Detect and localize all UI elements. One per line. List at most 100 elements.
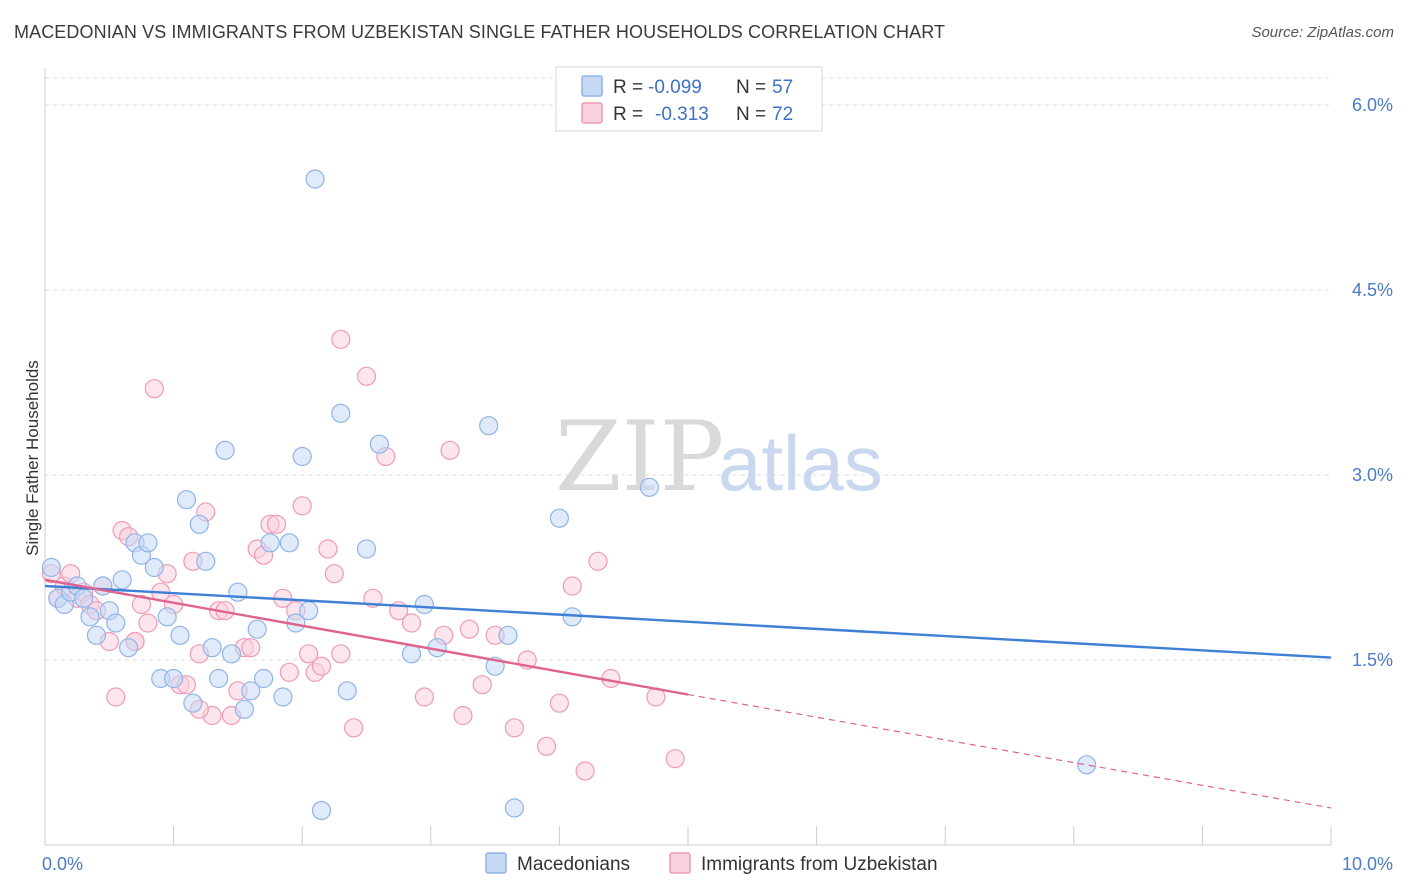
macedonian-point-23 — [189, 514, 209, 534]
bottom-legend: Macedonians Immigrants from Uzbekistan — [485, 852, 938, 875]
macedonian-trend-line — [44, 584, 1332, 659]
chart-title: MACEDONIAN VS IMMIGRANTS FROM UZBEKISTAN… — [14, 22, 946, 42]
uzbekistan-point-40 — [299, 644, 319, 664]
bottom-legend-swatch-uzbekistan — [669, 852, 691, 874]
legend-swatch-macedonians — [581, 75, 603, 97]
macedonian-point-25 — [202, 638, 222, 658]
uzbekistan-point-52 — [414, 687, 434, 707]
uzbekistan-point-54 — [440, 440, 460, 460]
macedonian-point-11 — [112, 570, 132, 590]
macedonian-point-7 — [86, 625, 107, 645]
uzbekistan-point-61 — [536, 736, 557, 756]
axes — [44, 68, 1332, 846]
uzbekistan-point-51 — [401, 613, 422, 633]
macedonian-point-53 — [549, 508, 570, 528]
macedonian-point-41 — [311, 800, 332, 821]
macedonian-point-24 — [196, 551, 216, 571]
macedonian-point-34 — [260, 533, 280, 553]
macedonian-point-38 — [292, 446, 312, 467]
bottom-legend-swatch-macedonians — [485, 852, 507, 874]
y-tick-label-2: 4.5% — [1352, 280, 1393, 300]
uzbekistan-point-10 — [106, 687, 126, 707]
macedonian-point-44 — [356, 539, 377, 559]
uzbekistan-point-14 — [131, 594, 152, 615]
uzbekistan-point-35 — [266, 514, 287, 534]
legend-r-label-0: R = — [613, 77, 643, 98]
uzbekistan-trend-extension — [687, 693, 1332, 809]
uzbekistan-trend-line — [44, 578, 689, 696]
macedonian-point-27 — [215, 440, 235, 460]
uzbekistan-point-31 — [241, 638, 261, 658]
uzbekistan-point-42 — [311, 656, 332, 676]
macedonian-point-19 — [164, 668, 184, 689]
macedonian-point-32 — [247, 619, 267, 639]
macedonian-point-6 — [80, 607, 100, 627]
macedonian-point-15 — [138, 533, 158, 553]
legend-r-label-1: R = — [613, 104, 643, 125]
macedonian-point-31 — [241, 681, 261, 701]
macedonian-point-22 — [183, 693, 203, 713]
source-label: Source: ZipAtlas.com — [1251, 24, 1394, 41]
macedonian-point-30 — [234, 699, 254, 719]
points-layer — [41, 169, 1097, 821]
gridlines — [45, 77, 1331, 661]
legend-n-label-1: N = — [736, 104, 766, 125]
uzbekistan-point-15 — [138, 613, 158, 633]
macedonian-point-5 — [73, 588, 94, 608]
uzbekistan-point-69 — [331, 644, 351, 664]
macedonian-point-42 — [331, 403, 351, 423]
uzbekistan-point-39 — [292, 496, 312, 516]
macedonian-point-28 — [221, 644, 242, 664]
uzbekistan-point-55 — [453, 705, 473, 726]
bottom-legend-label-macedonians: Macedonians — [517, 854, 630, 875]
uzbekistan-point-65 — [588, 551, 608, 571]
uzbekistan-point-59 — [504, 718, 524, 738]
macedonian-point-0 — [41, 557, 62, 578]
x-tick-labels: 0.0% 10.0% — [42, 854, 1393, 874]
macedonian-point-52 — [504, 798, 524, 818]
x-tick-label-1: 10.0% — [1342, 854, 1393, 874]
trend-layer — [44, 578, 1332, 809]
legend-r-value-1: -0.313 — [655, 104, 709, 125]
legend-swatch-uzbekistan — [581, 102, 603, 124]
uzbekistan-point-56 — [459, 619, 479, 639]
uzbekistan-point-43 — [318, 539, 338, 559]
y-axis-label: Single Father Households — [23, 360, 42, 556]
watermark-zip: ZIP — [555, 401, 724, 513]
macedonian-point-35 — [273, 687, 293, 707]
uzbekistan-point-47 — [356, 366, 377, 386]
legend-box: R = -0.099 N = 57 R = -0.313 N = 72 — [555, 66, 823, 132]
uzbekistan-point-45 — [331, 329, 351, 349]
macedonian-point-33 — [254, 668, 274, 689]
macedonian-point-18 — [157, 607, 177, 627]
y-tick-label-3: 6.0% — [1352, 95, 1393, 115]
uzbekistan-point-63 — [562, 576, 582, 596]
uzbekistan-point-68 — [665, 749, 685, 769]
macedonian-point-20 — [170, 625, 190, 645]
macedonian-point-49 — [479, 416, 499, 436]
y-tick-label-0: 1.5% — [1352, 650, 1393, 670]
uzbekistan-point-46 — [344, 718, 364, 738]
legend-n-value-0: 57 — [772, 77, 793, 98]
y-tick-label-1: 3.0% — [1352, 465, 1393, 485]
uzbekistan-point-62 — [549, 693, 570, 713]
bottom-legend-label-uzbekistan: Immigrants from Uzbekistan — [701, 854, 938, 875]
macedonian-point-10 — [106, 613, 126, 633]
macedonian-point-51 — [498, 625, 518, 645]
legend-n-value-1: 72 — [772, 104, 793, 125]
uzbekistan-point-44 — [324, 564, 344, 584]
macedonian-point-56 — [1077, 755, 1097, 775]
macedonian-point-36 — [279, 533, 299, 553]
macedonian-point-21 — [176, 490, 197, 510]
macedonian-point-55 — [639, 477, 660, 497]
macedonian-point-47 — [414, 594, 434, 615]
macedonian-point-12 — [118, 638, 139, 658]
macedonian-point-40 — [305, 169, 325, 189]
macedonian-point-45 — [369, 434, 389, 454]
legend-r-value-0: -0.099 — [648, 77, 702, 98]
uzbekistan-point-37 — [279, 662, 299, 682]
macedonian-point-39 — [299, 601, 319, 621]
uzbekistan-point-64 — [575, 761, 595, 781]
x-tick-label-0: 0.0% — [42, 854, 83, 874]
